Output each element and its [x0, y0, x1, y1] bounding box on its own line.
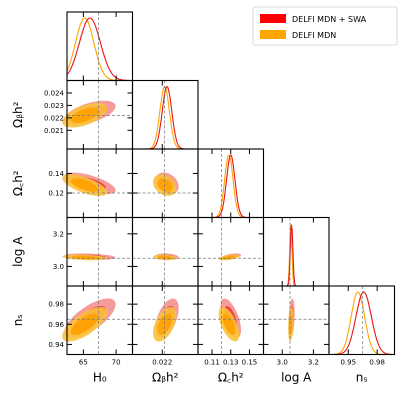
- axis-labels-layer: 65 70 0.022 0.11 0.13 0.15 3.0 3.2 0.95 0.98 0.021…: [11, 89, 385, 384]
- ytick-label-ns-2: 0.98: [48, 301, 64, 309]
- marginal-logA-mdn: [263, 225, 329, 287]
- panel-H0-vs-H0: [66, 11, 134, 82]
- marginal-ombh2-mdn: [132, 85, 198, 150]
- panel-logA-vs-logA: [262, 216, 330, 287]
- frame-logA-omch2: [197, 216, 265, 287]
- legend-box: [252, 6, 398, 46]
- ytick-label-ombh2-0: 0.021: [44, 127, 64, 135]
- ytick-label-ns-1: 0.96: [48, 321, 64, 329]
- xtick-label-H0-1: 70: [112, 359, 121, 367]
- panel-omch2-vs-ombh2: [131, 148, 199, 219]
- xtick-label-logA-1: 3.2: [308, 359, 319, 367]
- panel-ombh2-vs-ombh2: [131, 79, 199, 150]
- frame-ns-ns: [328, 285, 396, 356]
- legend-swatch-swa: [260, 14, 286, 23]
- xtick-label-ns-0: 0.95: [340, 359, 356, 367]
- panel-ombh2-vs-H0: [62, 79, 134, 150]
- panel-ns-vs-logA: [262, 285, 330, 356]
- frame-ns-logA: [262, 285, 330, 356]
- xtick-label-omch2-0: 0.11: [204, 359, 220, 367]
- ytick-label-logA-0: 3.0: [53, 263, 64, 271]
- marginal-logA-swa: [263, 224, 329, 287]
- xtick-label-H0-0: 65: [79, 359, 88, 367]
- contour-omch2-H0-mdn-68: [70, 178, 99, 192]
- xtick-label-omch2-1: 0.13: [223, 359, 239, 367]
- frame-H0-H0: [66, 11, 134, 82]
- panel-logA-vs-H0: [62, 216, 134, 287]
- xtick-label-ombh2-0: 0.022: [152, 359, 172, 367]
- ytick-label-ns-0: 0.94: [48, 341, 64, 349]
- ytick-label-logA-1: 3.2: [53, 230, 64, 238]
- panel-logA-vs-omch2: [197, 216, 265, 287]
- panel-logA-vs-ombh2: [131, 216, 199, 287]
- marginal-omch2-mdn: [198, 154, 264, 219]
- contour-ns-H0-mdn-68: [70, 313, 99, 335]
- xaxis-title-ombh2: Ωᵦh²: [152, 371, 179, 385]
- panels-layer: [62, 11, 396, 356]
- ytick-label-ombh2-3: 0.024: [44, 89, 65, 97]
- xaxis-title-omch2: Ω꜀h²: [218, 371, 244, 385]
- frame-logA-ombh2: [131, 216, 199, 287]
- xaxis-title-ns: nₛ: [356, 371, 368, 385]
- marginal-ns-mdn: [329, 291, 395, 356]
- ytick-label-ombh2-2: 0.023: [44, 102, 64, 110]
- marginal-H0-mdn: [66, 17, 133, 82]
- legend: DELFI MDN + SWA DELFI MDN: [252, 6, 398, 46]
- xtick-label-omch2-2: 0.15: [242, 359, 258, 367]
- panel-ns-vs-ombh2: [131, 285, 199, 356]
- marginal-ombh2-swa: [132, 85, 198, 150]
- yaxis-title-ombh2: Ωᵦh²: [11, 101, 25, 128]
- marginal-ns-swa: [329, 291, 395, 356]
- legend-label-swa: DELFI MDN + SWA: [292, 15, 367, 24]
- yaxis-title-logA: log A: [11, 236, 25, 267]
- xtick-label-logA-0: 3.0: [277, 359, 288, 367]
- marginal-H0-swa: [66, 17, 133, 82]
- panel-ns-vs-omch2: [197, 285, 265, 356]
- panel-omch2-vs-omch2: [197, 148, 265, 219]
- legend-label-mdn: DELFI MDN: [292, 31, 336, 40]
- legend-swatch-mdn: [260, 30, 286, 39]
- ytick-label-omch2-0: 0.12: [48, 190, 64, 198]
- frame-logA-logA: [262, 216, 330, 287]
- panel-omch2-vs-H0: [62, 148, 134, 219]
- xaxis-title-H0: H₀: [93, 371, 107, 385]
- panel-ns-vs-H0: [62, 285, 134, 356]
- ytick-label-ombh2-1: 0.022: [44, 114, 64, 122]
- frame-logA-H0: [66, 216, 134, 287]
- xaxis-title-logA: log A: [281, 371, 312, 385]
- ytick-label-omch2-1: 0.14: [48, 170, 64, 178]
- yaxis-title-ns: nₛ: [11, 314, 25, 326]
- panel-ns-vs-ns: [328, 285, 396, 356]
- xtick-label-ns-1: 0.98: [369, 359, 385, 367]
- yaxis-title-omch2: Ω꜀h²: [11, 170, 25, 196]
